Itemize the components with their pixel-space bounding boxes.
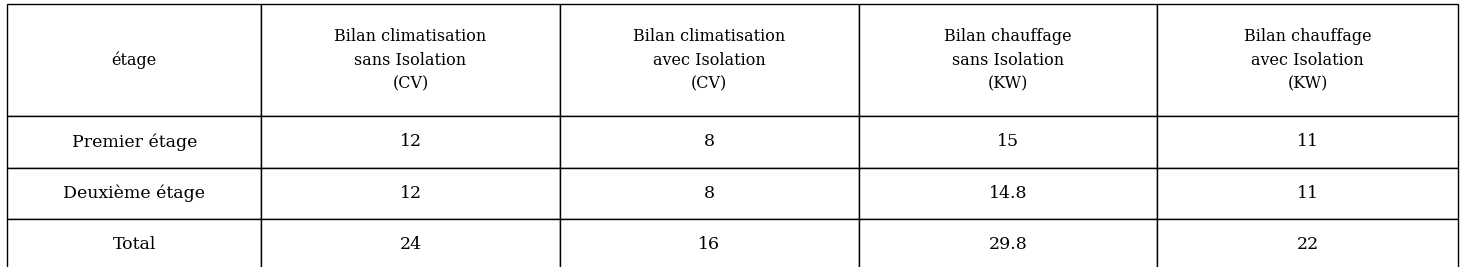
Bar xyxy=(1157,4,1458,116)
Text: 15: 15 xyxy=(998,134,1020,150)
Text: 16: 16 xyxy=(699,237,721,253)
Text: étage: étage xyxy=(111,51,157,69)
Bar xyxy=(560,219,858,267)
Text: 12: 12 xyxy=(400,185,422,202)
Bar xyxy=(1157,168,1458,219)
Text: Premier étage: Premier étage xyxy=(72,133,196,151)
Text: Bilan climatisation
avec Isolation
(CV): Bilan climatisation avec Isolation (CV) xyxy=(633,28,785,92)
Text: Bilan chauffage
avec Isolation
(KW): Bilan chauffage avec Isolation (KW) xyxy=(1244,28,1371,92)
Text: 14.8: 14.8 xyxy=(989,185,1027,202)
Text: 22: 22 xyxy=(1297,237,1318,253)
Text: 24: 24 xyxy=(400,237,422,253)
Bar xyxy=(560,116,858,168)
Text: 12: 12 xyxy=(400,134,422,150)
Text: Bilan chauffage
sans Isolation
(KW): Bilan chauffage sans Isolation (KW) xyxy=(945,28,1072,92)
Bar xyxy=(7,4,261,116)
Bar xyxy=(7,219,261,267)
Text: 29.8: 29.8 xyxy=(989,237,1027,253)
Bar xyxy=(858,168,1157,219)
Bar xyxy=(261,116,560,168)
Text: 8: 8 xyxy=(703,134,715,150)
Bar xyxy=(7,116,261,168)
Bar xyxy=(1157,116,1458,168)
Bar xyxy=(560,4,858,116)
Text: 11: 11 xyxy=(1297,134,1318,150)
Text: 11: 11 xyxy=(1297,185,1318,202)
Text: Deuxième étage: Deuxième étage xyxy=(63,185,205,202)
Bar xyxy=(261,219,560,267)
Bar xyxy=(261,168,560,219)
Bar xyxy=(7,168,261,219)
Text: Total: Total xyxy=(113,237,155,253)
Bar xyxy=(858,4,1157,116)
Text: Bilan climatisation
sans Isolation
(CV): Bilan climatisation sans Isolation (CV) xyxy=(334,28,486,92)
Bar xyxy=(858,116,1157,168)
Bar xyxy=(560,168,858,219)
Bar xyxy=(1157,219,1458,267)
Bar xyxy=(858,219,1157,267)
Text: 8: 8 xyxy=(703,185,715,202)
Bar xyxy=(261,4,560,116)
